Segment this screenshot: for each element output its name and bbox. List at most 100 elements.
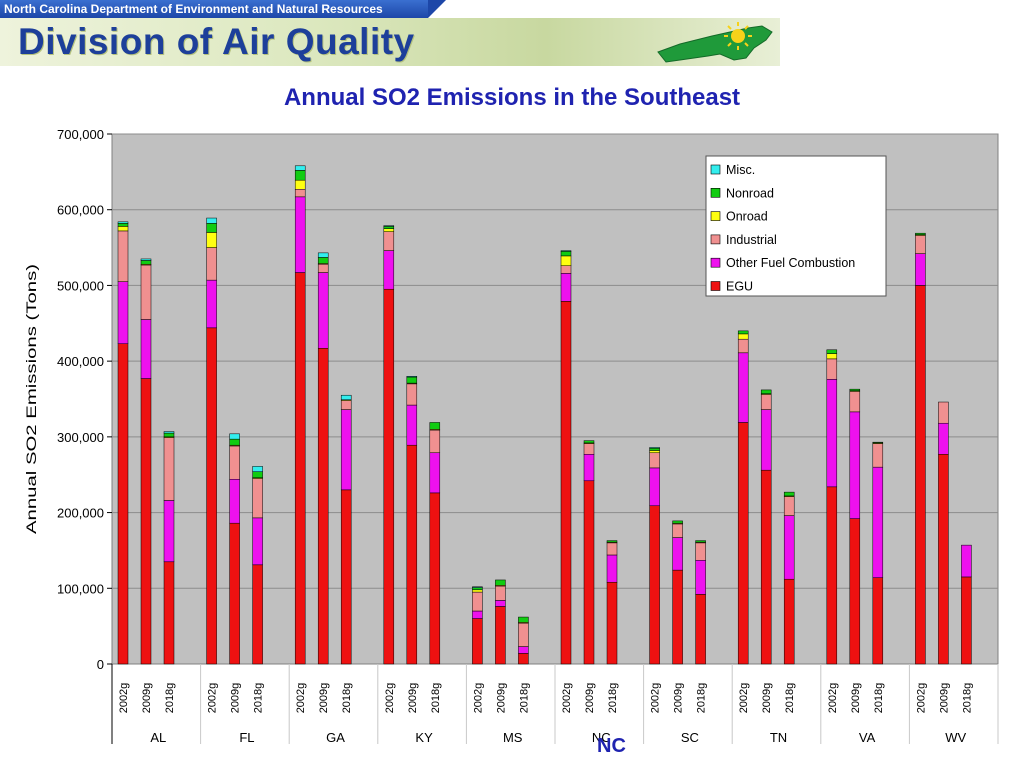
bar-segment-wv-2002-industrial xyxy=(915,235,926,254)
bar-segment-ga-2002-industrial xyxy=(294,189,306,198)
state-label-al: AL xyxy=(150,730,166,745)
bar-segment-nc-2018-egu xyxy=(606,581,618,665)
legend-label: Industrial xyxy=(726,233,777,247)
bar-segment-wv-2002-other-fuel-combustion xyxy=(915,253,926,286)
bar-segment-wv-2009-egu xyxy=(938,454,949,665)
bar-segment-va-2002-egu xyxy=(826,486,838,665)
bar-segment-fl-2018-nonroad xyxy=(252,471,263,478)
bar-segment-al-2002-nonroad xyxy=(117,223,129,227)
bar-segment-tn-2009-industrial xyxy=(760,394,772,410)
y-tick-label: 500,000 xyxy=(57,278,104,293)
bar-segment-sc-2018-other-fuel-combustion xyxy=(695,560,706,595)
legend-swatch-onroad xyxy=(710,211,721,221)
bar-segment-sc-2009-nonroad xyxy=(672,520,683,524)
bar-segment-sc-2018-nonroad xyxy=(695,540,706,543)
legend-label: Onroad xyxy=(726,210,768,224)
bar-segment-al-2002-other-fuel-combustion xyxy=(117,281,129,344)
bar-segment-ms-2009-other-fuel-combustion xyxy=(495,600,506,607)
bar-segment-nc-2009-industrial xyxy=(583,443,595,455)
year-tick-label: 2009g xyxy=(938,683,950,714)
bar-segment-tn-2018-egu xyxy=(783,578,795,665)
bar-segment-tn-2018-nonroad xyxy=(783,491,795,497)
year-tick-label: 2002g xyxy=(650,683,662,714)
bar-segment-va-2009-nonroad xyxy=(849,388,861,391)
legend-swatch-industrial xyxy=(710,234,721,245)
department-bar-tail xyxy=(428,0,446,18)
legend-label: Other Fuel Combustion xyxy=(726,256,855,270)
year-tick-label: 2018g xyxy=(164,683,176,714)
bar-segment-al-2018-nonroad xyxy=(163,432,175,438)
bar-segment-al-2009-misc xyxy=(140,258,152,261)
bar-segment-fl-2002-misc xyxy=(206,217,217,224)
bar-segment-nc-2018-nonroad xyxy=(606,540,618,543)
bar-segment-wv-2002-egu xyxy=(915,285,926,665)
bar-segment-fl-2009-nonroad xyxy=(229,438,240,446)
y-tick-label: 300,000 xyxy=(57,430,104,445)
legend-box xyxy=(705,155,887,297)
bar-segment-nc-2018-other-fuel-combustion xyxy=(606,554,618,583)
year-tick-label: 2002g xyxy=(915,683,927,714)
bar-segment-tn-2002-industrial xyxy=(737,338,749,354)
bar-segment-ms-2018-nonroad xyxy=(518,616,529,623)
header-banner: North Carolina Department of Environment… xyxy=(0,0,780,66)
bar-segment-va-2009-egu xyxy=(849,518,861,665)
stacked-bar-chart: 0 100,000 200,000 300,000 400,000 500,000 600,… xyxy=(23,127,999,745)
bar-segment-nc-2002-egu xyxy=(560,301,572,665)
year-tick-label: 2002g xyxy=(118,683,130,714)
bar-segment-sc-2009-egu xyxy=(672,569,683,665)
bar-segment-ms-2002-other-fuel-combustion xyxy=(472,610,483,619)
year-tick-label: 2018g xyxy=(607,683,619,714)
state-label-ms: MS xyxy=(503,730,523,745)
bar-segment-sc-2018-industrial xyxy=(695,542,706,561)
bar-segment-ga-2018-misc xyxy=(340,394,352,401)
bar-segment-nc-2009-egu xyxy=(583,480,595,665)
bar-segment-fl-2009-misc xyxy=(229,433,240,440)
year-tick-label: 2009g xyxy=(318,683,330,714)
bar-segment-al-2002-egu xyxy=(117,343,129,665)
bar-segment-tn-2002-nonroad xyxy=(737,330,749,335)
bar-segment-tn-2009-egu xyxy=(760,469,772,665)
year-tick-label: 2009g xyxy=(495,683,507,714)
y-tick-label: 700,000 xyxy=(57,127,104,142)
bar-segment-ga-2002-other-fuel-combustion xyxy=(294,196,306,273)
legend-swatch-nonroad xyxy=(710,188,721,198)
year-tick-label: 2009g xyxy=(230,683,242,714)
bar-segment-nc-2009-other-fuel-combustion xyxy=(583,454,595,482)
legend-label: Nonroad xyxy=(726,186,774,200)
bar-segment-ms-2009-egu xyxy=(495,606,506,665)
bar-segment-va-2002-other-fuel-combustion xyxy=(826,379,838,488)
year-tick-label: 2002g xyxy=(827,683,839,714)
bar-segment-sc-2009-other-fuel-combustion xyxy=(672,537,683,571)
state-label-fl: FL xyxy=(239,730,254,745)
year-tick-label: 2009g xyxy=(141,683,153,714)
year-tick-label: 2002g xyxy=(738,683,750,714)
bar-segment-fl-2018-industrial xyxy=(252,478,263,519)
state-label-sc: SC xyxy=(681,730,699,745)
bar-segment-ga-2009-misc xyxy=(317,252,329,258)
bar-segment-ga-2009-other-fuel-combustion xyxy=(317,272,329,349)
bar-segment-ky-2002-nonroad xyxy=(383,226,395,229)
bar-segment-wv-2018-egu xyxy=(961,576,972,665)
division-title: Division of Air Quality xyxy=(18,21,415,62)
bar-segment-al-2018-industrial xyxy=(163,437,175,501)
bar-segment-nc-2002-other-fuel-combustion xyxy=(560,273,572,302)
year-tick-label: 2018g xyxy=(430,683,442,714)
legend-swatch-egu xyxy=(710,281,721,291)
bar-segment-va-2009-other-fuel-combustion xyxy=(849,411,861,519)
bar-segment-ga-2002-nonroad xyxy=(294,170,306,181)
legend-label: Misc. xyxy=(726,163,755,177)
year-tick-label: 2018g xyxy=(696,683,708,714)
bar-segment-wv-2009-industrial xyxy=(938,401,949,424)
bar-segment-ms-2002-onroad xyxy=(472,589,483,593)
bar-segment-va-2002-onroad xyxy=(826,353,838,360)
y-tick-label: 200,000 xyxy=(57,506,104,521)
state-label-tn: TN xyxy=(770,730,787,745)
bar-segment-fl-2002-egu xyxy=(206,327,217,665)
bar-segment-ga-2009-industrial xyxy=(317,263,329,273)
bar-segment-ms-2018-industrial xyxy=(518,622,529,647)
legend-swatch-other-fuel-combustion xyxy=(710,257,721,268)
bar-segment-ga-2009-nonroad xyxy=(317,257,329,264)
y-tick-label: 600,000 xyxy=(57,203,104,218)
bar-segment-ms-2009-nonroad xyxy=(495,579,506,586)
y-tick-label: 100,000 xyxy=(57,581,104,596)
